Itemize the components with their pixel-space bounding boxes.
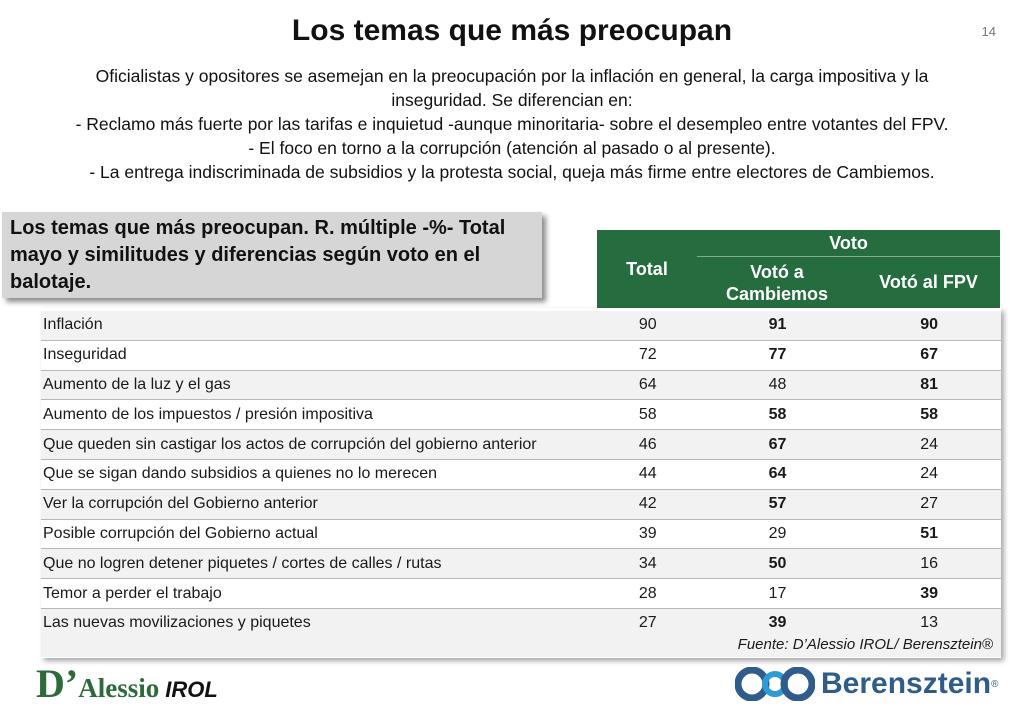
table-row: Que queden sin castigar los actos de cor… xyxy=(41,430,1001,460)
row-cambiemos: 58 xyxy=(768,405,787,423)
row-fpv: 90 xyxy=(920,316,939,334)
row-total: 27 xyxy=(638,614,657,632)
row-cambiemos: 48 xyxy=(768,375,787,393)
row-cambiemos: 67 xyxy=(768,435,787,453)
row-total: 46 xyxy=(638,435,657,453)
table-row: Temor a perder el trabajo 28 17 39 xyxy=(41,579,1001,609)
row-fpv: 16 xyxy=(920,554,939,572)
table-row: Inflación 90 91 90 xyxy=(41,311,1001,341)
row-fpv: 24 xyxy=(920,465,939,483)
row-label: Aumento de la luz y el gas xyxy=(43,375,231,393)
intro-line: Oficialistas y opositores se asemejan en… xyxy=(95,66,929,86)
page-number: 14 xyxy=(981,24,996,39)
table-caption: Los temas que más preocupan. R. múltiple… xyxy=(2,212,542,298)
row-total: 58 xyxy=(638,405,657,423)
row-cambiemos: 77 xyxy=(768,346,787,364)
row-cambiemos: 57 xyxy=(768,495,787,513)
row-fpv: 13 xyxy=(920,614,939,632)
row-fpv: 67 xyxy=(920,346,939,364)
row-cambiemos: 39 xyxy=(768,614,787,632)
row-label: Que queden sin castigar los actos de cor… xyxy=(43,435,537,453)
row-label: Posible corrupción del Gobierno actual xyxy=(43,524,318,542)
row-fpv: 39 xyxy=(920,584,939,602)
row-fpv: 24 xyxy=(920,435,939,453)
table-source: Fuente: D’Alessio IROL/ Berensztein® xyxy=(41,633,1001,657)
row-cambiemos: 50 xyxy=(768,554,787,572)
intro-line: inseguridad. Se diferencian en: xyxy=(391,90,633,110)
table-row: Que no logren detener piquetes / cortes … xyxy=(41,549,1001,580)
row-total: 34 xyxy=(638,554,657,572)
row-label: Aumento de los impuestos / presión impos… xyxy=(43,405,373,423)
row-cambiemos: 29 xyxy=(768,524,787,542)
table-row: Aumento de los impuestos / presión impos… xyxy=(41,400,1001,431)
row-label: Inseguridad xyxy=(43,346,127,364)
header-cambiemos: Votó a Cambiemos xyxy=(725,261,829,304)
row-cambiemos: 17 xyxy=(768,584,787,602)
table-row: Que se sigan dando subsidios a quienes n… xyxy=(41,459,1001,490)
row-total: 39 xyxy=(638,524,657,542)
header-voto: Voto xyxy=(697,230,1000,257)
row-cambiemos: 64 xyxy=(768,465,787,483)
page-title: Los temas que más preocupan xyxy=(291,14,733,47)
intro-text: Oficialistas y opositores se asemejan en… xyxy=(0,64,1024,184)
row-cambiemos: 91 xyxy=(768,316,787,334)
logo-irol: IROL xyxy=(165,677,218,702)
logo-alessio: Alessio xyxy=(78,673,160,703)
berensztein-mark-icon xyxy=(735,667,815,701)
intro-line: - Reclamo más fuerte por las tarifas e i… xyxy=(75,114,949,134)
intro-line: - La entrega indiscriminada de subsidios… xyxy=(89,162,935,182)
row-total: 44 xyxy=(638,465,657,483)
table-row: Inseguridad 72 77 67 xyxy=(41,340,1001,371)
row-total: 90 xyxy=(638,316,657,334)
logo-berensztein: Berensztein xyxy=(821,667,992,700)
header-total: Total xyxy=(626,258,668,279)
table-row: Aumento de la luz y el gas 64 48 81 xyxy=(41,370,1001,401)
row-label: Temor a perder el trabajo xyxy=(43,584,222,602)
row-label: Que se sigan dando subsidios a quienes n… xyxy=(43,465,438,483)
table-header: Total Voto Votó a Cambiemos Votó al FPV xyxy=(597,230,1000,308)
row-fpv: 51 xyxy=(920,524,939,542)
row-total: 42 xyxy=(638,495,657,513)
intro-line: - El foco en torno a la corrupción (aten… xyxy=(248,138,776,158)
row-total: 72 xyxy=(638,346,657,364)
table-row: Posible corrupción del Gobierno actual 39… xyxy=(41,519,1001,550)
logo-d: D’ xyxy=(36,661,79,706)
logo-registered: ® xyxy=(991,678,999,690)
berensztein-logo: Berensztein ® xyxy=(735,664,998,704)
row-label: Inflación xyxy=(43,316,103,334)
row-total: 28 xyxy=(638,584,657,602)
row-fpv: 58 xyxy=(920,405,939,423)
dalessio-logo: D’ Alessio IROL xyxy=(36,660,218,706)
row-fpv: 27 xyxy=(920,495,939,513)
row-label: Ver la corrupción del Gobierno anterior xyxy=(43,495,318,513)
row-label: Las nuevas movilizaciones y piquetes xyxy=(43,614,311,632)
row-total: 64 xyxy=(638,375,657,393)
table-row: Ver la corrupción del Gobierno anterior 4… xyxy=(41,489,1001,520)
table-body: Inflación 90 91 90 Inseguridad 72 77 67 Aumento … xyxy=(41,311,1001,639)
row-label: Que no logren detener piquetes / cortes … xyxy=(43,554,442,572)
row-fpv: 81 xyxy=(920,375,939,393)
header-fpv: Votó al FPV xyxy=(879,272,978,292)
